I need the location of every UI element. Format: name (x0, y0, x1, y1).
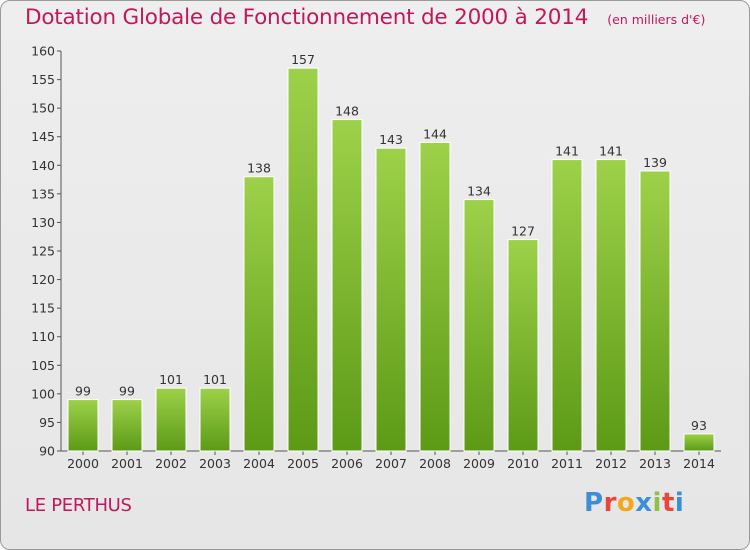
y-tick-label: 110 (31, 329, 55, 344)
bar-value-label: 144 (423, 126, 447, 141)
y-tick-label: 140 (31, 158, 55, 173)
bar-value-label: 101 (203, 372, 227, 387)
bar-2011 (551, 159, 583, 452)
x-tick-label: 2010 (507, 456, 539, 471)
bar-value-label: 141 (555, 144, 579, 159)
x-tick-label: 2007 (375, 456, 407, 471)
x-tick-label: 2003 (199, 456, 231, 471)
y-tick-label: 100 (31, 386, 55, 401)
bar-value-label: 138 (247, 161, 271, 176)
logo-letter: P (584, 488, 604, 518)
y-tick-label: 150 (31, 101, 55, 116)
x-tick-label: 2002 (155, 456, 187, 471)
y-tick-label: 90 (39, 444, 55, 459)
commune-name: LE PERTHUS (25, 495, 132, 516)
bar-2014 (683, 433, 715, 452)
bar-2004 (243, 176, 275, 452)
x-tick-label: 2004 (243, 456, 275, 471)
x-tick-label: 2000 (67, 456, 99, 471)
y-tick-label: 105 (31, 358, 55, 373)
chart-title: Dotation Globale de Fonctionnement de 20… (25, 5, 589, 30)
bar-2006 (331, 119, 363, 452)
x-tick-label: 2008 (419, 456, 451, 471)
bar-2010 (507, 239, 539, 452)
y-tick-label: 155 (31, 72, 55, 87)
bar-value-label: 127 (511, 224, 535, 239)
logo-letter: i (652, 488, 662, 518)
bar-2009 (463, 199, 495, 452)
bar-value-label: 139 (643, 155, 667, 170)
bar-2003 (199, 387, 231, 452)
bar-2002 (155, 387, 187, 452)
bar-value-label: 99 (119, 384, 135, 399)
proxiti-logo[interactable]: Proxiti (584, 488, 684, 518)
x-tick-label: 2011 (551, 456, 583, 471)
bar-value-label: 143 (379, 132, 403, 147)
bar-2008 (419, 141, 451, 452)
x-tick-label: 2009 (463, 456, 495, 471)
y-tick-label: 115 (31, 301, 55, 316)
bar-value-label: 93 (691, 418, 707, 433)
bar-2000 (67, 399, 99, 452)
x-tick-label: 2005 (287, 456, 319, 471)
y-tick-label: 95 (39, 415, 55, 430)
y-tick-label: 135 (31, 186, 55, 201)
bar-2013 (639, 170, 671, 452)
bar-value-label: 134 (467, 184, 491, 199)
bar-2001 (111, 399, 143, 452)
axes: 90 95 100 105 110 115 120 125 130 135 140 145 150 155… (31, 44, 721, 459)
x-tick-label: 2012 (595, 456, 627, 471)
labels: 99 2000 99 2001 101 2002 101 2003 138 2004 157 2005… (67, 52, 715, 471)
x-tick-label: 2006 (331, 456, 363, 471)
bar-value-label: 157 (291, 52, 315, 67)
x-tick-label: 2001 (111, 456, 143, 471)
y-tick-label: 145 (31, 129, 55, 144)
y-tick-label: 125 (31, 244, 55, 259)
logo-letter: r (603, 488, 617, 518)
bar-2007 (375, 147, 407, 452)
logo-letter: o (616, 488, 636, 518)
logo-letter: i (674, 488, 685, 518)
x-tick-label: 2014 (683, 456, 715, 471)
chart-subtitle: (en milliers d'€) (607, 12, 706, 27)
bar-value-label: 99 (75, 384, 91, 399)
bar-value-label: 101 (159, 372, 183, 387)
x-tick-label: 2013 (639, 456, 671, 471)
bar-value-label: 148 (335, 104, 359, 119)
y-tick-label: 130 (31, 215, 55, 230)
bar-value-label: 141 (599, 144, 623, 159)
logo-letter: t (661, 488, 675, 518)
logo-letter: x (635, 488, 653, 518)
bar-2012 (595, 159, 627, 452)
y-tick-label: 160 (31, 44, 55, 59)
bar-2005 (287, 67, 319, 452)
y-tick-label: 120 (31, 272, 55, 287)
bars (67, 67, 715, 452)
title-area: Dotation Globale de Fonctionnement de 20… (25, 5, 705, 30)
